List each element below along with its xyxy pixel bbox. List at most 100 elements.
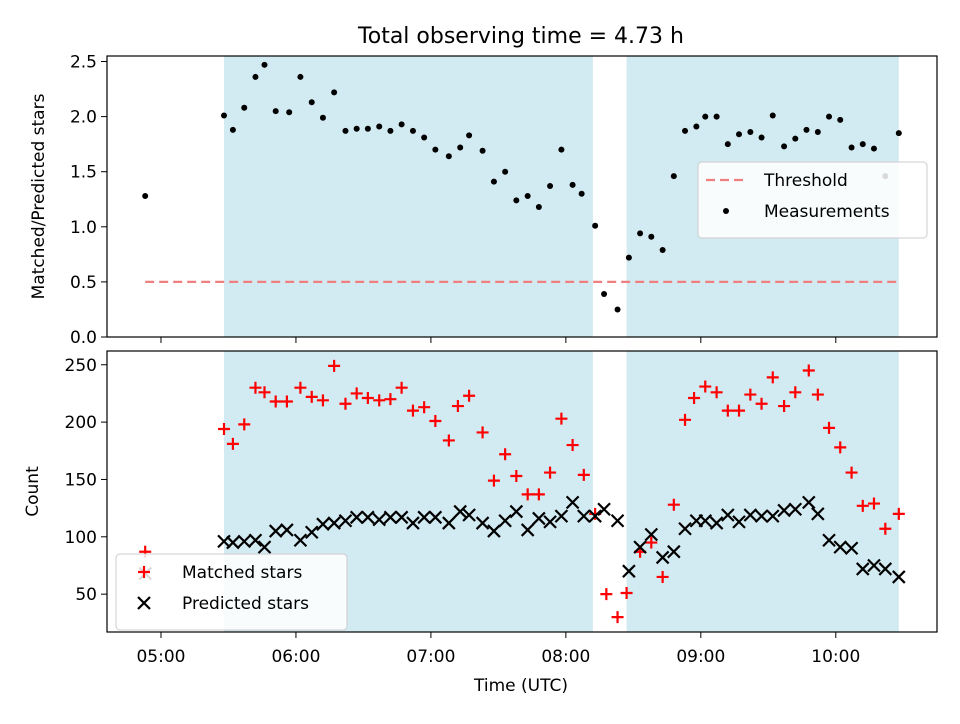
x-tick-label: 10:00 [811,647,860,667]
data-point [383,510,398,525]
data-point [754,509,769,523]
data-point [693,123,700,130]
data-point [286,109,293,116]
data-point [316,394,329,407]
data-point [269,395,282,408]
data-point [432,146,439,153]
data-point [237,534,252,549]
data-point [304,525,319,539]
data-point [487,474,500,487]
data-point [625,254,632,261]
data-point [361,510,375,525]
data-point [364,125,371,132]
data-point [353,125,360,132]
data-point [688,392,701,405]
data-point [479,147,486,154]
data-point [418,401,431,414]
data-point [513,197,520,204]
y-tick-label: 100 [65,528,97,548]
data-point [409,127,416,134]
y-tick-label: 2.5 [70,53,97,73]
data-point [856,499,869,512]
data-point [698,513,713,528]
observing-interval-shade [626,351,899,632]
data-point [777,503,791,518]
data-point [543,515,557,529]
series-matched-stars [139,359,905,624]
data-point [826,113,833,120]
data-point [268,524,283,538]
data-point [870,145,877,152]
x-tick-label: 08:00 [541,647,590,667]
data-point [327,516,341,530]
data-point [406,516,420,530]
data-point [249,381,262,394]
y-tick-label: 50 [75,585,97,605]
data-point [710,386,723,399]
data-point [766,371,779,384]
data-point [417,510,431,525]
data-point [509,504,524,519]
data-point [744,388,757,401]
data-point [844,541,859,556]
data-point [848,144,855,151]
axes-frame [106,350,938,633]
legend-label: Matched stars [182,563,302,583]
legend-label: Measurements [764,202,890,222]
data-point [645,536,658,549]
data-point [679,413,692,426]
data-point [280,395,293,408]
data-point [272,108,279,115]
data-point [248,533,263,548]
data-point [670,173,677,180]
data-point [822,533,836,548]
data-point [667,544,681,559]
data-point [622,564,636,578]
data-point [811,507,825,521]
data-point [867,558,881,573]
data-point [859,141,866,148]
data-point [565,495,580,510]
data-point [678,521,692,536]
data-point [293,533,308,548]
data-point [241,104,248,111]
data-point [566,439,579,452]
data-point [814,129,821,136]
data-point [600,588,613,601]
data-point [532,511,546,526]
data-point [384,393,397,406]
data-point [297,73,304,80]
data-point [544,466,557,479]
data-point [778,400,791,413]
data-point [682,127,689,134]
data-point [648,233,655,240]
data-point [781,143,788,150]
data-point [733,404,746,417]
data-point [592,222,599,229]
data-point [373,394,386,407]
data-point [637,230,644,237]
data-point [610,513,625,528]
data-point [597,502,611,517]
data-point [823,421,836,434]
panel-1: 0.0 0.5 1.0 1.5 2.0 2.5 Matched/Predicted star… [29,53,938,348]
data-point [788,502,803,517]
data-point [445,153,452,160]
data-point [476,426,489,439]
data-point [620,587,633,600]
data-point [520,523,535,537]
x-tick-label: 09:00 [676,647,725,667]
data-point [342,127,349,134]
data-point [558,146,565,153]
x-axis-label: Time (UTC) [473,676,568,696]
legend-swatch [723,208,729,214]
data-point [372,512,386,527]
data-point [218,422,231,435]
data-point [261,61,268,68]
axes-frame [106,55,938,338]
data-point [659,246,666,253]
data-point [428,510,443,525]
data-point [811,388,824,401]
data-point [221,112,228,119]
data-point [732,515,746,529]
